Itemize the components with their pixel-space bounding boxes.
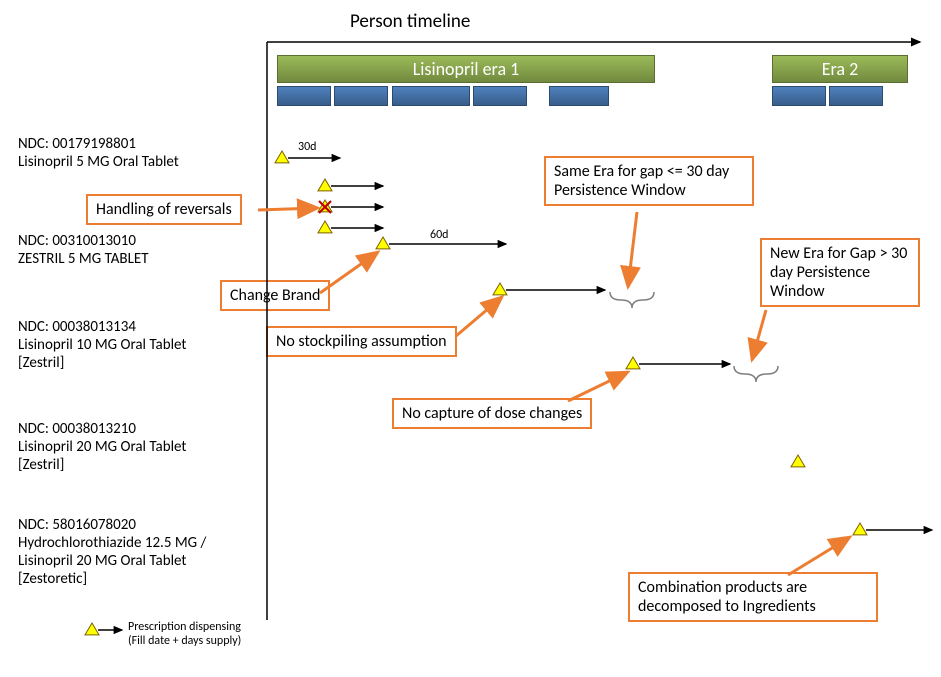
blue-block-0 [277,86,331,106]
blue-block-3 [473,86,527,106]
callout-new-era: New Era for Gap > 30 day Persistence Win… [760,238,920,307]
label-60d: 60d [430,228,448,242]
era-2-bar: Era 2 [772,55,908,83]
ndc-5: NDC: 58016078020 Hydrochlorothiazide 12.… [18,516,206,588]
legend-text: Prescription dispensing (Fill date + day… [128,620,241,648]
blue-block-4 [549,86,609,106]
blue-block-6 [829,86,883,106]
callout-stockpile: No stockpiling assumption [266,326,457,357]
callout-dose: No capture of dose changes [392,398,592,429]
blue-block-2 [392,86,470,106]
era-1-bar: Lisinopril era 1 [277,55,655,83]
ndc-2: NDC: 00310013010 ZESTRIL 5 MG TABLET [18,232,149,268]
blue-block-1 [334,86,388,106]
ndc-3: NDC: 00038013134 Lisinopril 10 MG Oral T… [18,318,186,372]
diagram-canvas: Person timeline Lisinopril era 1 Era 2 N… [0,0,941,677]
label-30d: 30d [298,140,316,154]
callout-combo: Combination products are decomposed to I… [628,572,878,622]
callout-brand: Change Brand [220,280,330,311]
ndc-1: NDC: 00179198801 Lisinopril 5 MG Oral Ta… [18,135,179,171]
page-title: Person timeline [350,10,470,33]
ndc-4: NDC: 00038013210 Lisinopril 20 MG Oral T… [18,420,186,474]
callout-reversals: Handling of reversals [86,194,242,225]
callout-same-era: Same Era for gap <= 30 day Persistence W… [544,156,754,206]
blue-block-5 [772,86,826,106]
